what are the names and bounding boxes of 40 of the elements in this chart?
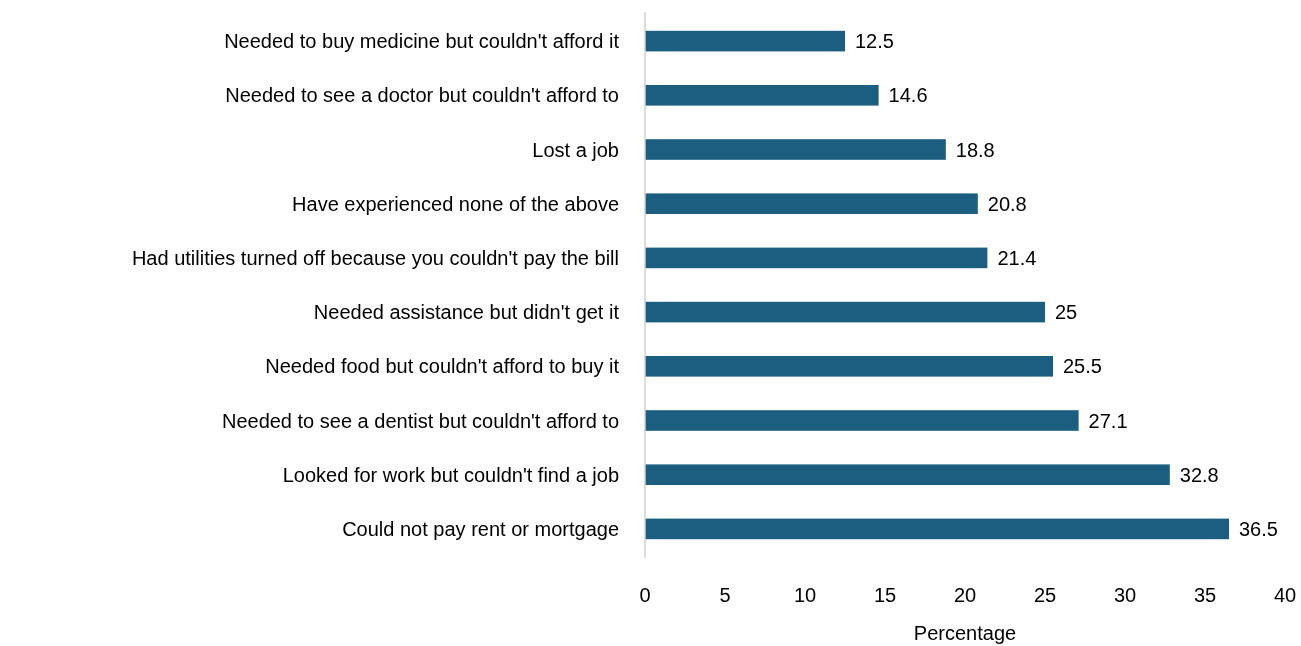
x-tick-label: 40 <box>1273 584 1297 606</box>
bar <box>645 464 1170 485</box>
bar <box>645 356 1053 377</box>
x-tick-label: 5 <box>719 584 731 606</box>
y-tick-label: Have experienced none of the above <box>292 192 619 215</box>
y-tick-label: Needed to see a doctor but couldn't afford to <box>225 84 619 107</box>
data-label: 32.8 <box>1179 463 1219 486</box>
data-label: 25 <box>1055 301 1078 324</box>
bar <box>645 85 879 106</box>
y-tick-label: Needed to buy medicine but couldn't afford it <box>224 30 620 53</box>
data-label: 20.8 <box>987 192 1027 215</box>
y-tick-label: Needed to see a dentist but couldn't afford to <box>221 409 619 432</box>
x-tick-label: 10 <box>793 584 817 606</box>
y-tick-label: Lost a job <box>532 138 619 161</box>
data-label: 12.5 <box>855 30 894 53</box>
bar <box>645 247 988 269</box>
x-tick-label: 15 <box>873 584 897 606</box>
x-tick-label: 35 <box>1193 584 1217 606</box>
bar <box>645 518 1229 540</box>
data-label: 36.5 <box>1239 517 1278 540</box>
x-tick-label: 25 <box>1033 584 1057 606</box>
x-tick-label: 30 <box>1113 584 1137 606</box>
bar <box>645 139 946 160</box>
data-label: 14.6 <box>888 84 928 107</box>
y-tick-label: Looked for work but couldn't find a job <box>282 463 619 486</box>
data-label: 25.5 <box>1063 355 1102 378</box>
x-tick-label: 20 <box>953 584 977 606</box>
data-label: 21.4 <box>997 246 1037 269</box>
y-tick-label: Could not pay rent or mortgage <box>342 517 619 540</box>
y-tick-label: Needed assistance but didn't get it <box>313 301 620 324</box>
data-label: 18.8 <box>955 138 995 161</box>
y-tick-label: Had utilities turned off because you couldn't pay the bill <box>131 246 619 269</box>
bar <box>645 30 845 52</box>
data-label: 27.1 <box>1088 409 1128 432</box>
y-tick-label: Needed food but couldn't afford to buy it <box>265 355 620 378</box>
bar <box>645 301 1045 323</box>
x-tick-label: 0 <box>639 584 651 606</box>
bar <box>645 193 978 214</box>
bar <box>645 410 1079 431</box>
x-axis-title: Percentage <box>913 622 1017 644</box>
